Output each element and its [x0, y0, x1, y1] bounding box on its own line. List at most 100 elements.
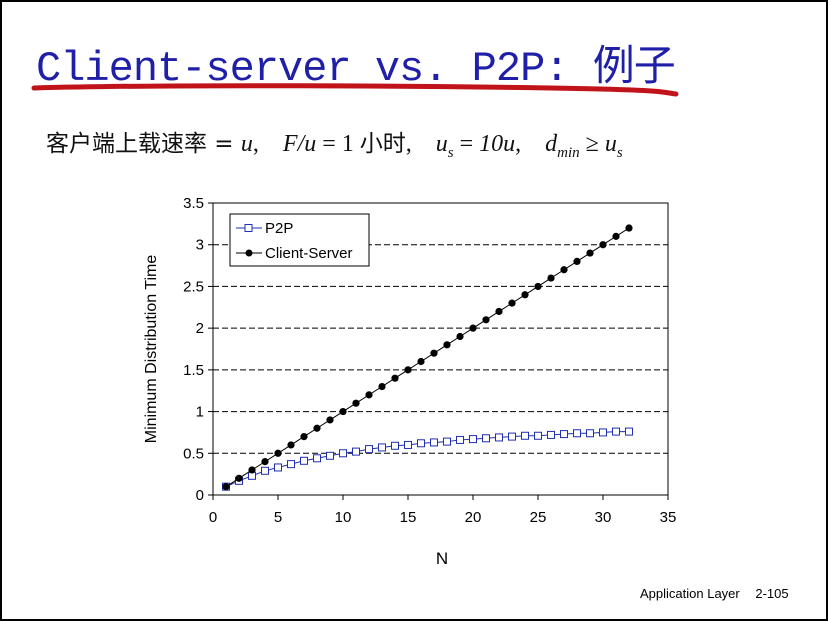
subtitle-comma-3: , — [515, 131, 522, 157]
subtitle-u: u — [240, 131, 253, 157]
legend-box — [229, 213, 370, 267]
subtitle-us2: u — [604, 131, 617, 157]
p2p-data-point — [274, 463, 282, 472]
x-tick-label: 10 — [335, 509, 352, 526]
slide-footer: Application Layer 2-105 — [640, 586, 789, 601]
client-server-data-point — [417, 357, 425, 366]
client-server-data-point — [560, 266, 568, 274]
p2p-data-point — [326, 451, 334, 460]
p2p-data-point — [430, 438, 438, 447]
client-server-data-point — [235, 474, 243, 482]
p2p-data-point — [599, 428, 607, 437]
client-server-data-point — [274, 449, 282, 457]
p2p-data-point — [261, 466, 269, 475]
footer-section: Application Layer — [640, 586, 740, 601]
client-server-data-point — [404, 366, 412, 374]
p2p-data-point — [417, 439, 425, 448]
subtitle-comma-1: , — [252, 131, 259, 157]
client-server-data-point — [339, 407, 347, 416]
p2p-data-point — [612, 427, 620, 436]
p2p-data-point — [625, 427, 633, 436]
plot-area-border — [212, 202, 669, 496]
p2p-data-point — [391, 441, 399, 450]
p2p-data-point — [339, 449, 347, 458]
client-server-data-point — [547, 274, 555, 282]
subtitle-client-upload: 客户端上载速率 = — [46, 131, 241, 157]
p2p-data-point — [521, 431, 529, 440]
y-axis-label: Minimum Distribution Time — [143, 255, 160, 444]
subtitle-equals-one: = 1 — [316, 131, 360, 157]
x-tick-label: 20 — [465, 509, 482, 526]
legend-p2p-marker — [244, 224, 253, 232]
legend-p2p-label: P2P — [265, 220, 293, 237]
distribution-time-chart: 0 0.5 1 1.5 2 2.5 3 3.5 0 5 10 15 20 25 30 35 N Minimu… — [143, 195, 677, 568]
legend-cs-label: Client-Server — [265, 245, 353, 262]
subtitle-us2-sub: s — [616, 145, 623, 161]
p2p-data-point — [547, 430, 555, 439]
p2p-data-point — [378, 443, 386, 452]
legend-cs-marker — [245, 249, 253, 257]
client-server-data-point — [612, 232, 620, 240]
x-tick-label: 35 — [660, 509, 677, 526]
x-tick-label: 5 — [274, 509, 282, 526]
y-tick-label: 3 — [196, 237, 204, 254]
client-server-data-point — [482, 316, 490, 324]
slide-subtitle: 客户端上载速率 = u, F/u = 1 小时, us = 10u, dmin ≥ u… — [46, 124, 623, 162]
subtitle-f-over-u: F/u — [282, 131, 317, 157]
y-tick-label: 0.5 — [183, 445, 204, 462]
y-tick-label: 1.5 — [183, 362, 204, 379]
client-server-data-point — [300, 433, 308, 441]
x-tick-label: 0 — [209, 509, 217, 526]
client-server-data-point — [378, 382, 386, 391]
client-server-data-point — [326, 416, 334, 424]
p2p-data-point — [508, 432, 516, 441]
p2p-data-point — [404, 440, 412, 449]
y-axis-ticks: 0 0.5 1 1.5 2 2.5 3 3.5 — [183, 195, 213, 504]
p2p-data-point — [534, 431, 542, 440]
client-server-data-point — [222, 483, 230, 491]
client-server-data-point — [469, 324, 477, 332]
subtitle-comma-2: , — [405, 131, 412, 157]
client-server-data-point — [391, 374, 399, 382]
p2p-data-point — [560, 430, 568, 439]
footer-page-number: 2-105 — [755, 586, 789, 601]
y-tick-label: 0 — [196, 487, 204, 504]
p2p-data-point — [469, 435, 477, 444]
client-server-data-point — [573, 257, 581, 265]
p2p-data-point — [300, 456, 308, 465]
client-server-data-point — [456, 332, 464, 341]
chart-series — [222, 224, 633, 491]
subtitle-hour: 小时 — [359, 131, 406, 157]
subtitle-us-sub: s — [447, 145, 454, 161]
series-line-client-server — [225, 227, 630, 488]
client-server-data-point — [495, 307, 503, 316]
client-server-data-point — [443, 341, 451, 349]
subtitle-us: u — [435, 131, 448, 157]
client-server-data-point — [352, 399, 360, 407]
p2p-data-point — [365, 445, 373, 454]
subtitle-geq: ≥ — [579, 131, 605, 157]
client-server-data-point — [586, 249, 594, 257]
x-tick-label: 30 — [595, 509, 612, 526]
subtitle-equals: = — [453, 131, 480, 157]
subtitle-10u: 10u — [479, 131, 516, 157]
y-tick-label: 2.5 — [183, 278, 204, 295]
client-server-data-point — [534, 282, 542, 291]
client-server-data-point — [599, 241, 607, 249]
client-server-data-point — [521, 291, 529, 299]
client-server-data-point — [261, 458, 269, 466]
y-tick-label: 1 — [196, 404, 204, 421]
client-server-data-point — [508, 299, 516, 307]
p2p-data-point — [586, 429, 594, 438]
y-tick-label: 2 — [196, 320, 204, 337]
series-line-p2p — [225, 431, 629, 488]
p2p-data-point — [352, 447, 360, 456]
title-underline — [31, 83, 679, 97]
client-server-data-point — [625, 224, 633, 232]
p2p-data-point — [456, 435, 464, 444]
p2p-data-point — [313, 454, 321, 463]
x-tick-label: 25 — [530, 509, 547, 526]
subtitle-d-sub: min — [557, 145, 580, 161]
p2p-data-point — [573, 429, 581, 438]
